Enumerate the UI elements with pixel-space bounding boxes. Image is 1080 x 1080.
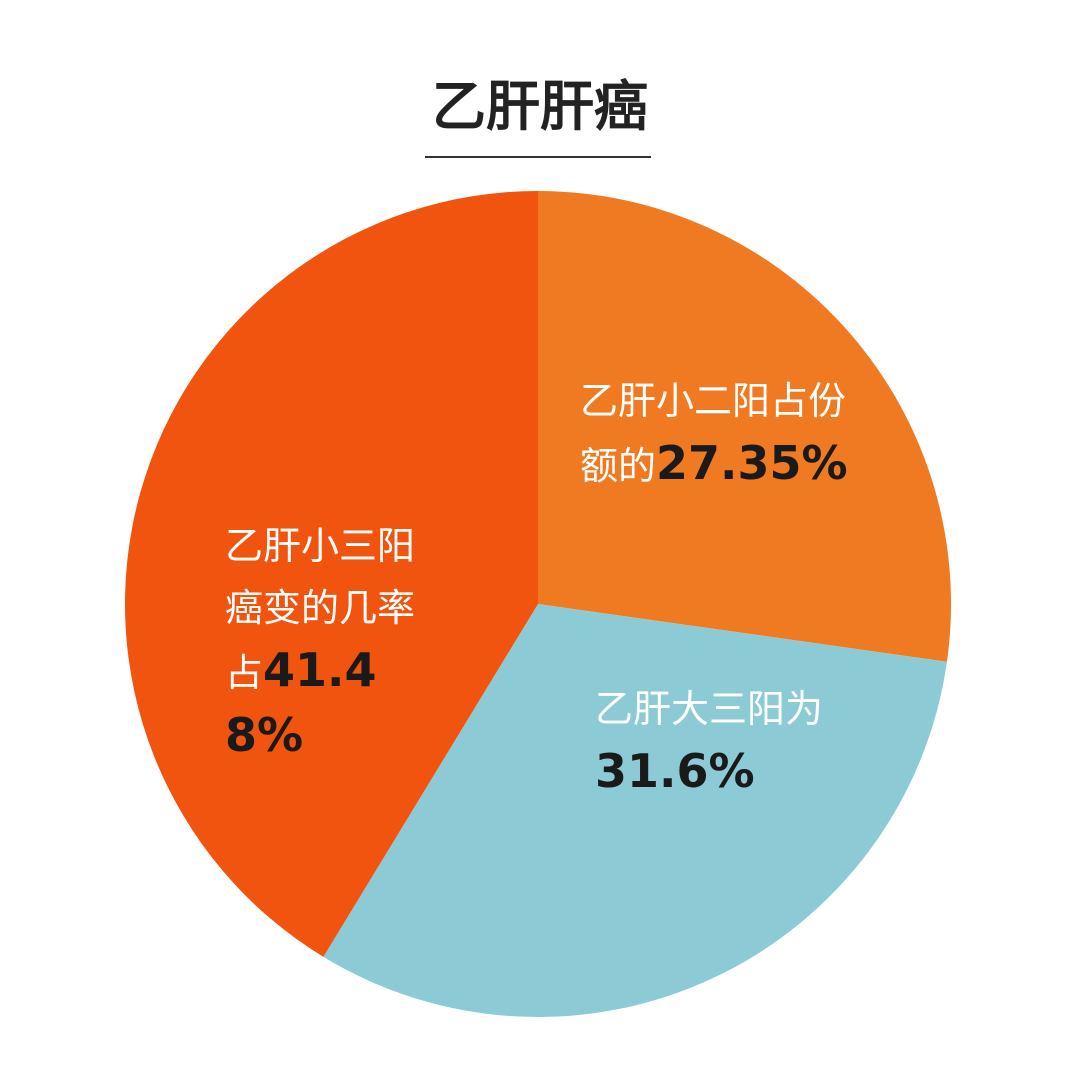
category-label: 乙肝小三阳癌变的几率占 xyxy=(225,524,416,695)
slice-label: 乙肝小三阳癌变的几率占41.48% xyxy=(225,515,440,769)
value-label: 41.48% xyxy=(225,643,377,762)
value-label: 27.35% xyxy=(656,436,848,490)
category-label: 乙肝小二阳占份额的 xyxy=(580,379,847,488)
slice-label: 乙肝小二阳占份额的27.35% xyxy=(580,370,880,497)
title-underline xyxy=(425,156,651,158)
chart-title: 乙肝肝癌 xyxy=(432,75,648,138)
category-label: 乙肝大三阳为 xyxy=(595,687,824,731)
slice-label: 乙肝大三阳为 31.6% xyxy=(595,678,855,805)
pie-slice xyxy=(323,604,947,1018)
value-label: 31.6% xyxy=(595,744,755,798)
pie-slice xyxy=(124,191,539,957)
pie-slice xyxy=(538,191,952,662)
